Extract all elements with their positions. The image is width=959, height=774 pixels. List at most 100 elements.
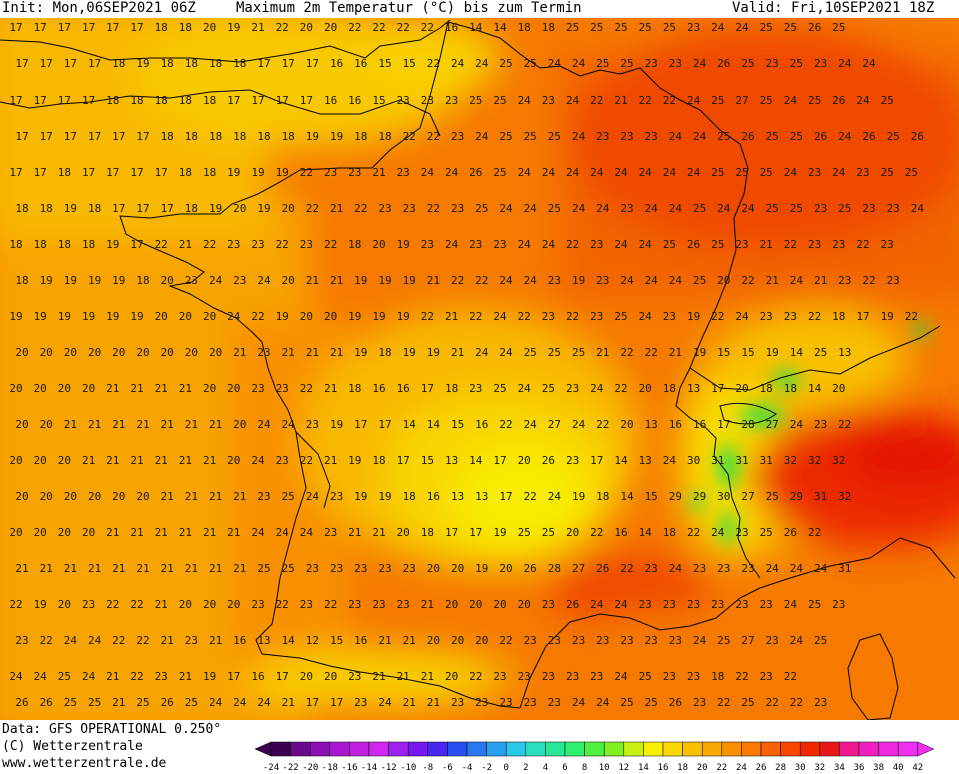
- temperature-value: 21: [233, 346, 246, 359]
- temperature-value: 25: [760, 21, 773, 34]
- temperature-value: 17: [161, 202, 174, 215]
- temperature-value: 14: [427, 418, 441, 431]
- temperature-value: 23: [397, 598, 410, 611]
- temperature-value: 19: [687, 310, 700, 323]
- legend-swatch: [799, 741, 821, 757]
- temperature-value: 18: [445, 382, 458, 395]
- legend-swatch: [780, 741, 801, 757]
- temperature-value: 21: [161, 490, 174, 503]
- temperature-value: 25: [136, 696, 149, 709]
- temperature-value: 23: [645, 130, 658, 143]
- temperature-value: 16: [233, 634, 246, 647]
- temperature-value: 22: [475, 274, 488, 287]
- temperature-value: 21: [451, 346, 464, 359]
- temperature-value: 17: [130, 21, 143, 34]
- temperature-value: 20: [227, 382, 240, 395]
- temperature-value: 24: [227, 310, 241, 323]
- temperature-value: 16: [251, 670, 264, 683]
- temperature-value: 14: [808, 382, 822, 395]
- temperature-value: 18: [185, 130, 198, 143]
- temperature-value: 24: [693, 634, 707, 647]
- temperature-value: 22: [741, 274, 754, 287]
- temperature-value: 24: [34, 670, 48, 683]
- temperature-value: 20: [64, 490, 77, 503]
- legend-tick-label: 12: [618, 763, 629, 773]
- temperature-value: 19: [276, 166, 289, 179]
- temperature-value: 24: [451, 57, 465, 70]
- temperature-value: 22: [639, 94, 652, 107]
- temperature-value: 20: [233, 418, 246, 431]
- temperature-value: 25: [711, 94, 724, 107]
- legend-tick-label: 14: [638, 763, 649, 773]
- lake-geneva: [719, 402, 777, 425]
- temperature-value: 24: [572, 418, 586, 431]
- temperature-value: 20: [179, 310, 192, 323]
- temperature-value: 25: [499, 57, 512, 70]
- temperature-value: 17: [88, 57, 101, 70]
- temperature-value: 24: [542, 238, 556, 251]
- temperature-value: 29: [693, 490, 706, 503]
- temperature-value: 20: [15, 346, 28, 359]
- legend-tick-label: -24: [263, 763, 279, 773]
- temperature-value: 24: [784, 166, 798, 179]
- temperature-value: 23: [475, 696, 488, 709]
- temperature-value: 27: [548, 418, 561, 431]
- temperature-value: 20: [161, 274, 174, 287]
- temperature-value: 19: [64, 274, 77, 287]
- temperature-value: 25: [790, 202, 803, 215]
- legend-tick-label: -18: [322, 763, 338, 773]
- temperature-value: 18: [832, 310, 845, 323]
- temperature-value: 20: [372, 238, 385, 251]
- temperature-value: 23: [832, 598, 845, 611]
- temperature-value: 23: [251, 382, 264, 395]
- temperature-value: 18: [112, 57, 125, 70]
- temperature-value: 19: [403, 274, 416, 287]
- temperature-value: 26: [814, 130, 827, 143]
- legend-tick-label: -10: [400, 763, 416, 773]
- corsica-coast: [847, 633, 899, 720]
- temperature-value: 21: [403, 696, 416, 709]
- temperature-value: 20: [161, 346, 174, 359]
- temperature-value: 23: [590, 310, 603, 323]
- temperature-value: 22: [518, 310, 531, 323]
- temperature-value: 26: [862, 130, 875, 143]
- temperature-value: 24: [572, 696, 586, 709]
- temperature-value: 18: [203, 94, 216, 107]
- temperature-value: 16: [348, 94, 361, 107]
- temperature-value: 21: [130, 382, 143, 395]
- temperature-value: 22: [905, 310, 918, 323]
- temperature-value: 19: [378, 274, 391, 287]
- temperature-value: 24: [445, 166, 459, 179]
- temperature-value: 21: [185, 490, 198, 503]
- legend-tick-label: 10: [599, 763, 610, 773]
- temperature-value: 25: [766, 130, 779, 143]
- temperature-value: 22: [614, 382, 627, 395]
- temperature-value: 19: [276, 310, 289, 323]
- temperature-value: 22: [784, 670, 797, 683]
- temperature-value: 17: [34, 21, 47, 34]
- green-cell-5: [690, 494, 704, 510]
- temperature-value: 25: [493, 94, 506, 107]
- temperature-value: 21: [106, 670, 119, 683]
- temperature-value: 24: [566, 166, 580, 179]
- legend-swatch: [682, 741, 703, 757]
- temperature-value: 18: [58, 238, 71, 251]
- temperature-value: 25: [524, 346, 537, 359]
- temperature-value: 21: [760, 238, 773, 251]
- temperature-value: 19: [34, 310, 47, 323]
- temperature-value: 17: [9, 21, 22, 34]
- green-cell-2: [772, 371, 800, 389]
- temperature-value: 22: [663, 94, 676, 107]
- temperature-value: 15: [451, 418, 464, 431]
- temperature-value: 19: [348, 454, 361, 467]
- init-time-label: Init: Mon,06SEP2021 06Z: [2, 0, 196, 16]
- temperature-value: 16: [475, 418, 488, 431]
- temperature-value: 23: [596, 130, 609, 143]
- temperature-value: 16: [330, 57, 343, 70]
- temperature-value: 17: [306, 57, 319, 70]
- temperature-value: 23: [766, 57, 779, 70]
- temperature-value: 20: [112, 490, 125, 503]
- temperature-value: 26: [832, 94, 845, 107]
- temperature-value: 24: [445, 238, 459, 251]
- temperature-value: 23: [524, 696, 537, 709]
